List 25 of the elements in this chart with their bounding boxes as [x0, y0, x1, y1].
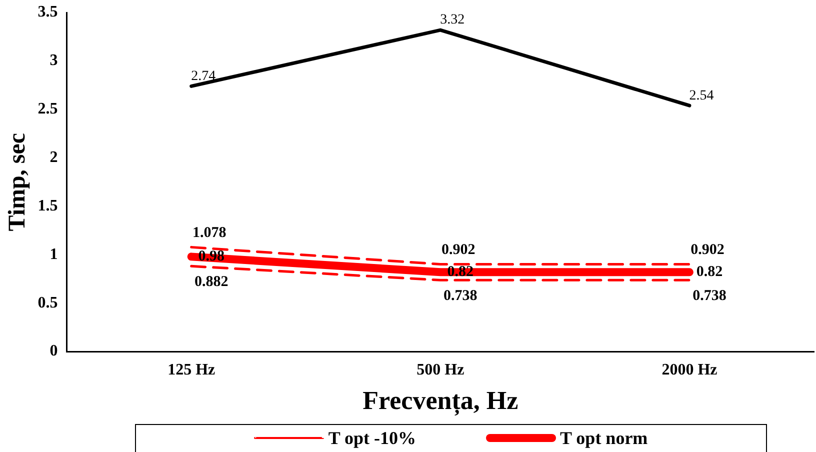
y-tick-label: 2 — [50, 149, 58, 166]
data-label: 0.738 — [444, 288, 478, 304]
legend-label: T opt norm — [560, 427, 648, 449]
y-tick-label: 1.5 — [38, 197, 58, 214]
data-label: 0.82 — [696, 264, 723, 280]
data-label: 0.902 — [690, 242, 724, 258]
x-tick-label: 2000 Hz — [662, 361, 718, 378]
legend-label: T opt -10% — [328, 427, 416, 449]
data-label: 3.32 — [440, 12, 465, 28]
y-tick-label: 1 — [50, 246, 58, 263]
y-tick-label: 3 — [50, 52, 58, 70]
data-label: 2.54 — [689, 88, 714, 104]
y-axis-title: Timp, sec — [4, 132, 31, 232]
data-label: 0.882 — [194, 274, 228, 290]
x-axis-title: Frecvența, Hz — [362, 386, 518, 416]
data-label: 0.738 — [692, 288, 726, 304]
y-tick-label: 0 — [50, 342, 58, 360]
y-tick-label: 0.5 — [38, 294, 58, 312]
x-tick-label: 125 Hz — [168, 361, 216, 378]
data-label: 0.902 — [442, 242, 476, 258]
y-tick-label: 3.5 — [38, 4, 58, 21]
x-tick-label: 500 Hz — [416, 361, 464, 378]
data-label: 1.078 — [192, 225, 226, 242]
data-label: 2.74 — [191, 68, 216, 84]
y-tick-label: 2.5 — [38, 100, 58, 118]
